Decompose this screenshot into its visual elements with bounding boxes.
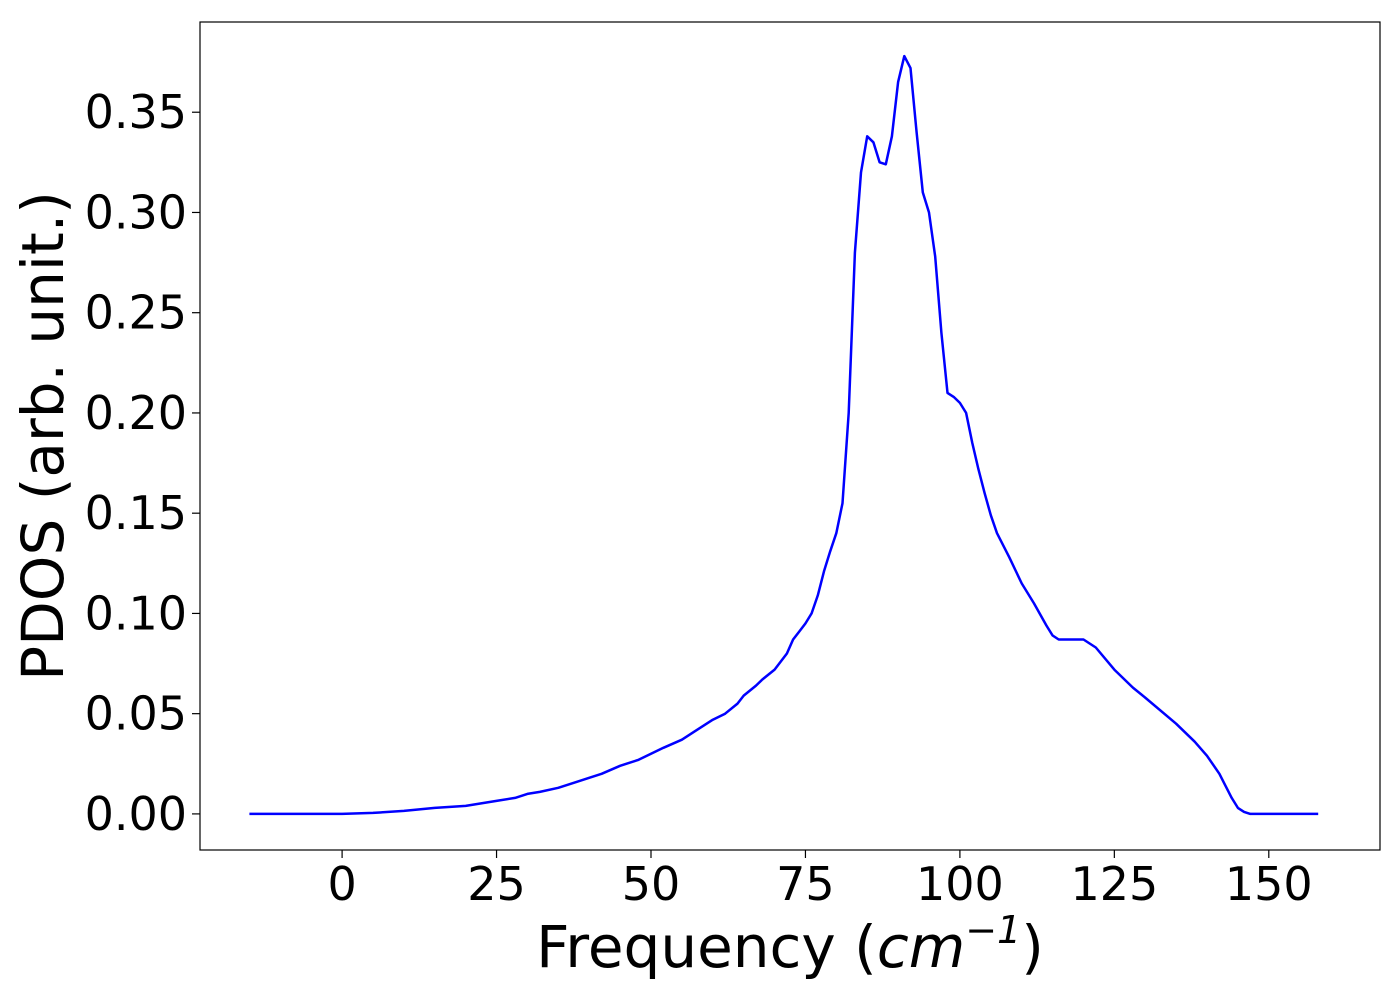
y-tick-label: 0.10	[85, 586, 187, 640]
y-axis-label: PDOS (arb. unit.)	[9, 191, 77, 681]
series-line	[249, 54, 1319, 816]
x-axis-label: Frequency (cm−1)	[536, 908, 1044, 981]
x-axis-label-math: cm	[877, 913, 965, 981]
x-axis-label-superscript: −1	[965, 908, 1021, 952]
x-tick-label: 75	[776, 857, 835, 911]
plot-frame	[199, 21, 1381, 851]
x-tick-label: 25	[467, 857, 526, 911]
y-tick-label: 0.00	[85, 787, 187, 841]
x-axis-label-prefix: Frequency (	[536, 913, 877, 981]
x-axis-label-suffix: )	[1021, 913, 1044, 981]
y-tick-label: 0.30	[85, 185, 187, 239]
y-tick-label: 0.15	[85, 486, 187, 540]
x-tick-label: 50	[622, 857, 681, 911]
y-tick-label: 0.20	[85, 386, 187, 440]
series-layer	[249, 54, 1319, 816]
y-axis-ticks: 0.00 0.05 0.10 0.15 0.20 0.25 0.30 0.35	[85, 85, 200, 841]
x-tick-label: 150	[1225, 857, 1313, 911]
y-tick-label: 0.35	[85, 85, 187, 139]
y-tick-label: 0.25	[85, 286, 187, 340]
x-axis-ticks: 0 25 50 75 100 125 150	[327, 850, 1313, 911]
x-tick-label: 0	[327, 857, 356, 911]
x-tick-label: 100	[916, 857, 1004, 911]
x-tick-label: 125	[1070, 857, 1158, 911]
y-tick-label: 0.05	[85, 687, 187, 741]
